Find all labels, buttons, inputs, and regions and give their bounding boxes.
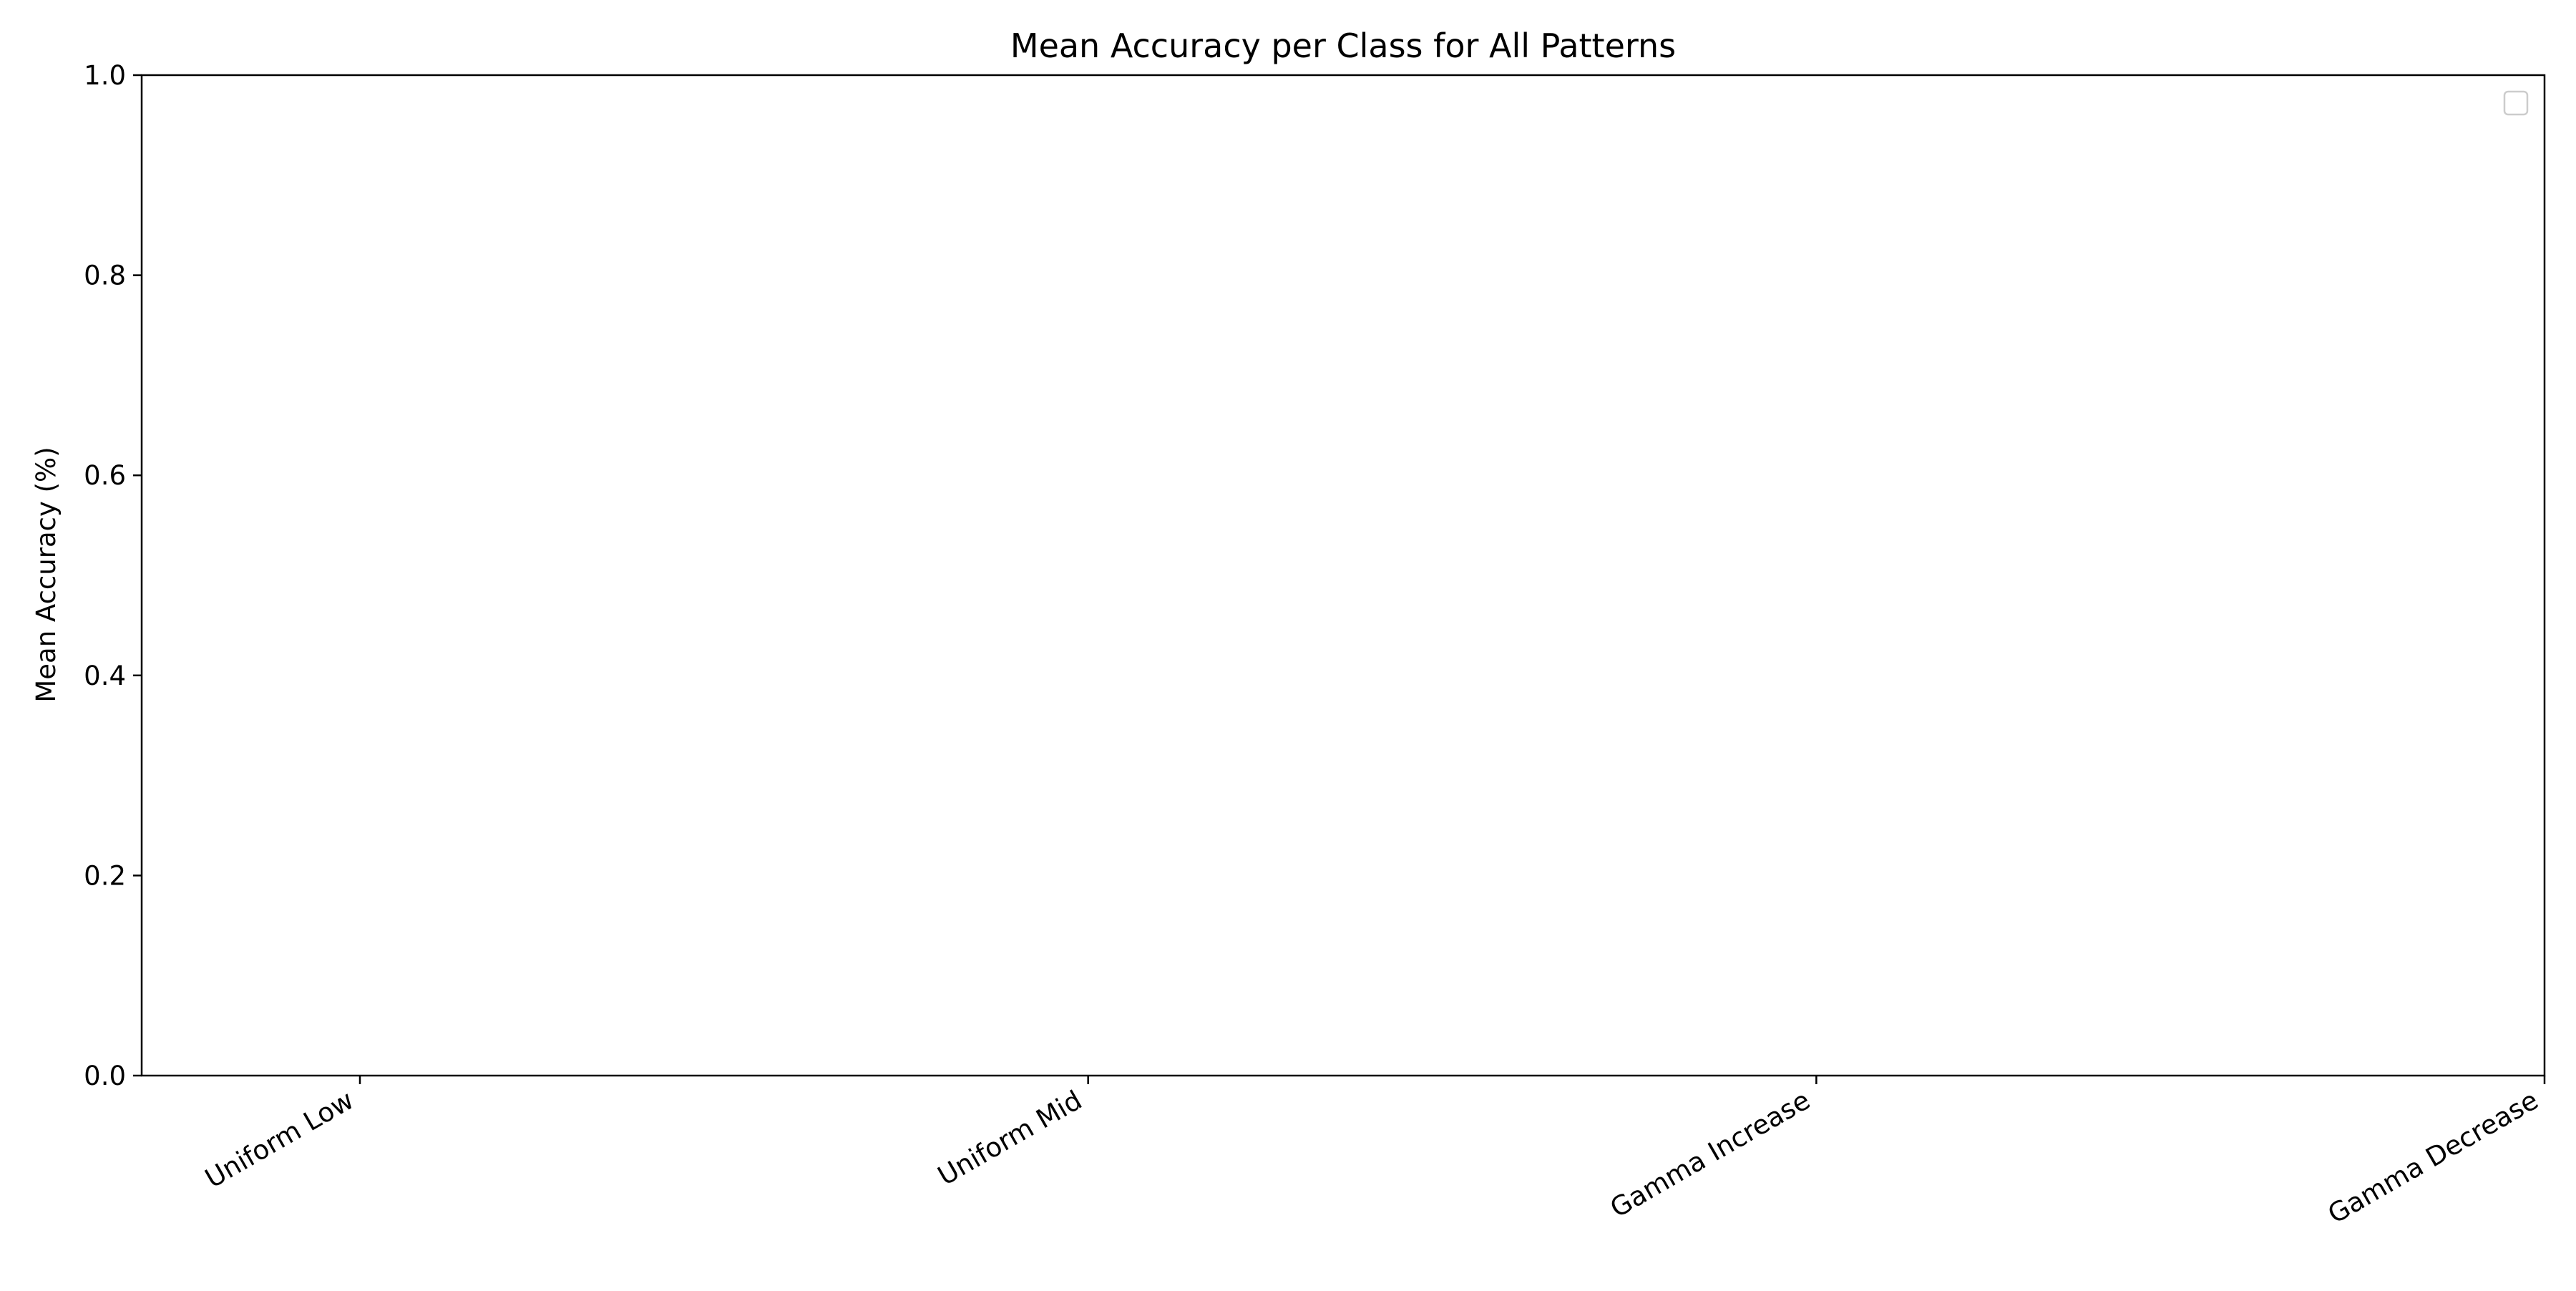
y-tick-label: 0.6 (84, 460, 126, 491)
y-axis-label: Mean Accuracy (%) (31, 447, 62, 702)
y-tick-label: 0.2 (84, 860, 126, 891)
y-tick-label: 0.0 (84, 1061, 126, 1091)
chart-title: Mean Accuracy per Class for All Patterns (1010, 26, 1676, 65)
y-tick-label: 0.8 (84, 260, 126, 291)
plot-area-frame (140, 74, 2546, 1077)
y-axis-ticks: 0.0 0.2 0.4 0.6 0.8 1.0 (84, 60, 142, 1091)
y-tick-label: 0.4 (84, 661, 126, 691)
legend-box (2503, 90, 2529, 116)
y-tick-label: 1.0 (84, 60, 126, 91)
